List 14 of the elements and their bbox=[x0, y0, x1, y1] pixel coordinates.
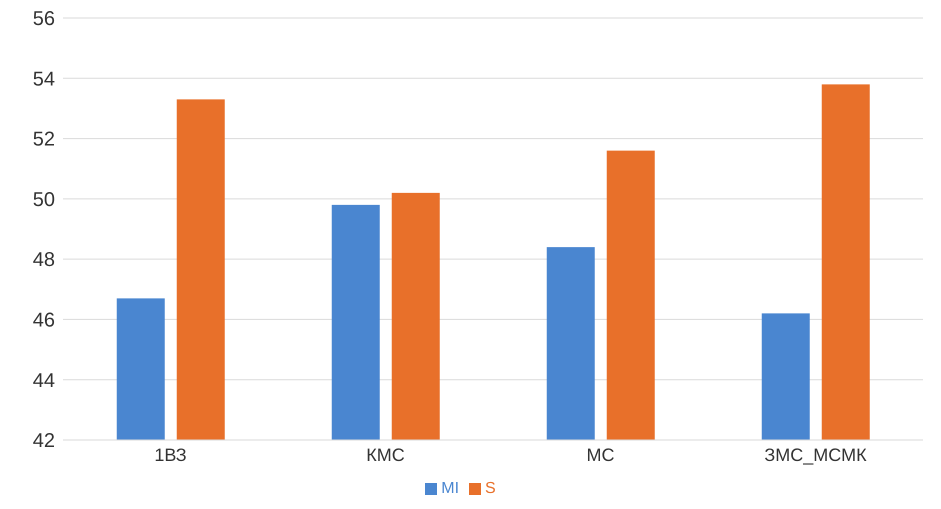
y-tick-label: 46 bbox=[32, 310, 55, 332]
y-tick-label: 48 bbox=[32, 249, 55, 272]
y-tick-label: 52 bbox=[32, 128, 55, 151]
legend-label: MI bbox=[441, 480, 460, 497]
y-tick-label: 50 bbox=[32, 188, 55, 211]
y-tick-label: 42 bbox=[32, 430, 55, 452]
legend-label: S bbox=[485, 480, 496, 497]
y-tick-label: 54 bbox=[32, 68, 55, 90]
x-tick-label: ЗМС_МСМК bbox=[764, 444, 868, 465]
x-tick-label: 1ВЗ bbox=[154, 444, 187, 465]
y-tick-label: 56 bbox=[32, 8, 55, 30]
x-tick-label: КМС bbox=[366, 444, 405, 465]
y-tick-label: 44 bbox=[32, 370, 55, 392]
x-tick-label: МС bbox=[586, 444, 614, 465]
